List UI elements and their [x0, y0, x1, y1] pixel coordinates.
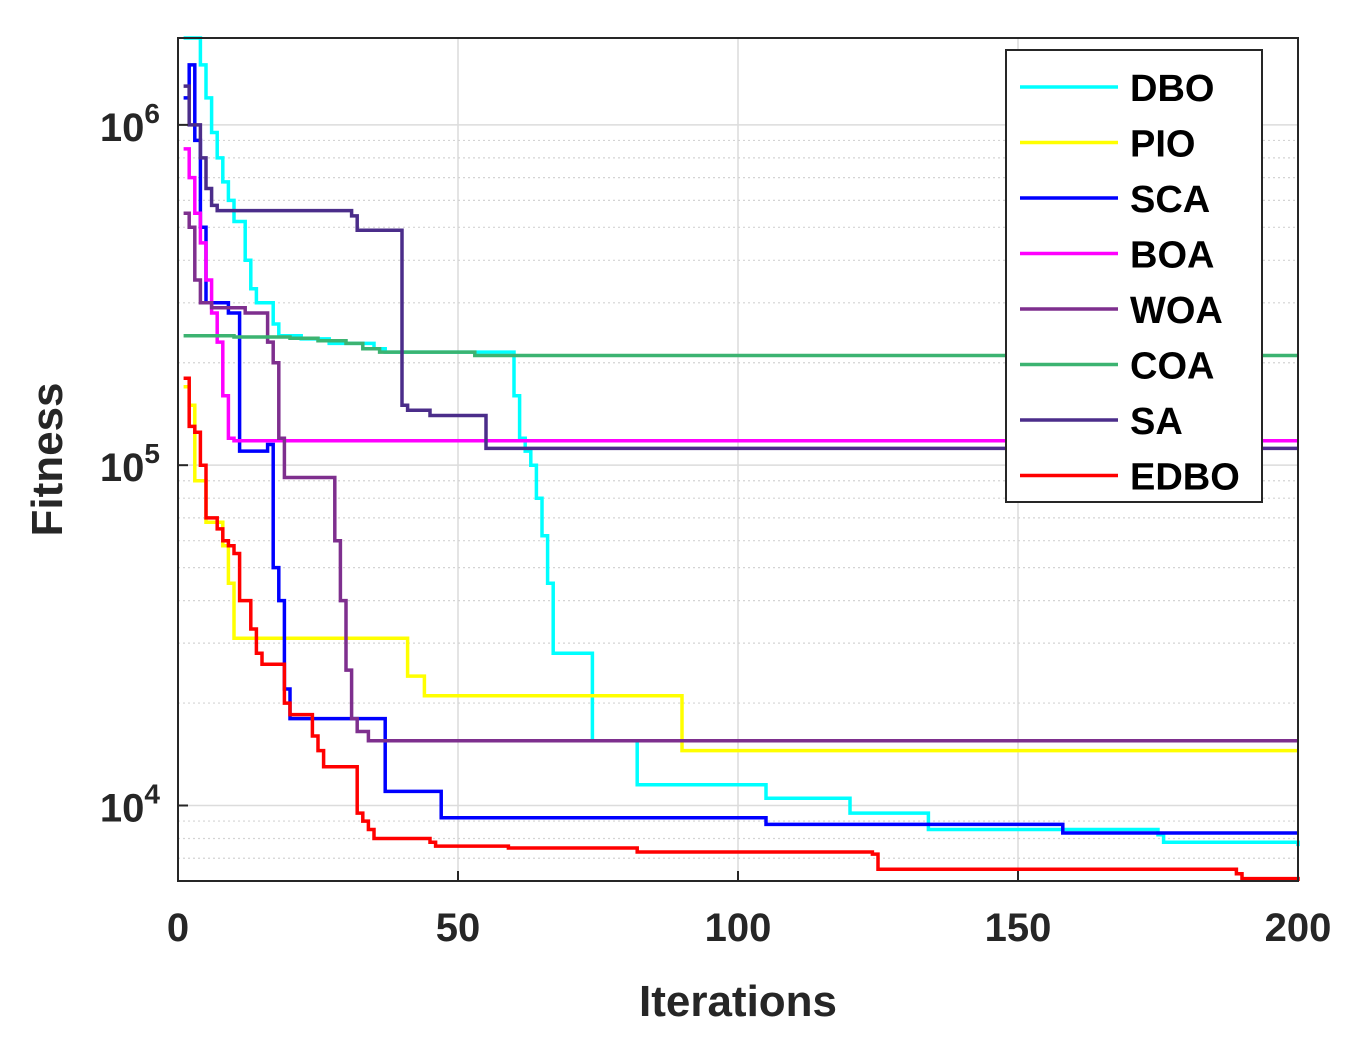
series-line-dbo [183, 36, 1300, 847]
legend-label-sca: SCA [1130, 179, 1210, 221]
x-axis-title: Iterations [639, 977, 837, 1026]
series-line-woa [183, 211, 1298, 743]
y-axis-title: Fitness [23, 382, 72, 536]
x-tick-label: 200 [1265, 906, 1332, 950]
legend-label-woa: WOA [1130, 290, 1223, 332]
legend: DBO PIO SCA BOA WOA COA SA EDBO [1005, 49, 1263, 503]
legend-label-pio: PIO [1130, 124, 1195, 166]
legend-label-dbo: DBO [1130, 68, 1214, 110]
legend-label-coa: COA [1130, 346, 1214, 388]
series-layer [183, 36, 1300, 881]
y-tick-label: 105 [100, 438, 160, 490]
series-line-coa [183, 334, 1298, 358]
legend-label-edbo: EDBO [1130, 457, 1240, 499]
tick-layer: 0 50 100 150 200 104 105 106 [100, 98, 1331, 950]
series-line-pio [183, 385, 1298, 753]
series-line-edbo [183, 376, 1300, 881]
x-tick-label: 100 [705, 906, 772, 950]
legend-label-boa: BOA [1130, 235, 1214, 277]
x-tick-label: 50 [436, 906, 481, 950]
series-line-boa [183, 147, 1298, 443]
legend-label-sa: SA [1130, 401, 1183, 443]
x-tick-label: 150 [985, 906, 1052, 950]
y-tick-label: 106 [100, 98, 160, 150]
y-tick-label: 104 [100, 779, 161, 831]
legend-box [1005, 49, 1263, 503]
series-line-sa [183, 84, 1298, 451]
x-tick-label: 0 [167, 906, 189, 950]
